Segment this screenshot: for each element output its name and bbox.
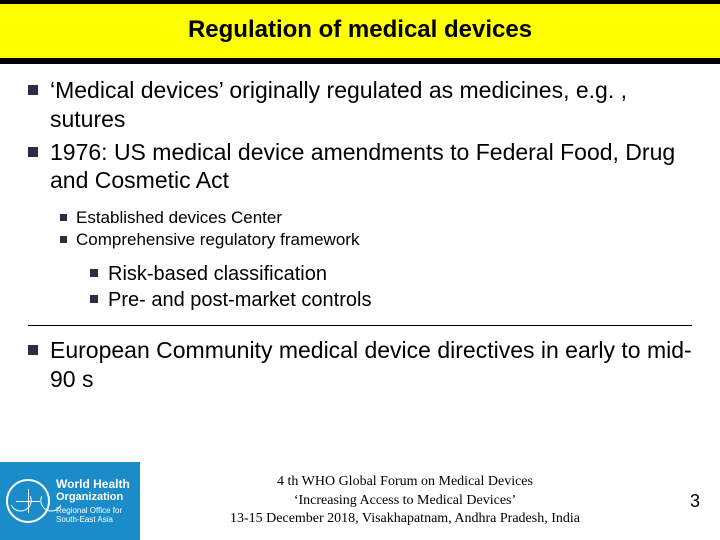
- logo-line1: World Health: [56, 478, 140, 492]
- page-number: 3: [670, 491, 720, 512]
- slide-title: Regulation of medical devices: [0, 16, 720, 44]
- footer-line3: 13-15 December 2018, Visakhapatnam, Andh…: [150, 510, 660, 529]
- bullet-item: Risk-based classification: [90, 261, 692, 287]
- bullet-list-level1: ‘Medical devices’ originally regulated a…: [28, 76, 692, 195]
- bullet-item: Pre- and post-market controls: [90, 287, 692, 313]
- bullet-item: European Community medical device direct…: [28, 336, 692, 394]
- who-logo: World Health Organization Regional Offic…: [0, 462, 140, 540]
- separator-line: [28, 325, 692, 326]
- logo-line2: Organization: [56, 491, 140, 504]
- footer-line2: ‘Increasing Access to Medical Devices’: [150, 492, 660, 511]
- footer-center-text: 4 th WHO Global Forum on Medical Devices…: [140, 473, 670, 530]
- bullet-list-level3: Risk-based classification Pre- and post-…: [90, 261, 692, 313]
- slide-footer: World Health Organization Regional Offic…: [0, 462, 720, 540]
- bullet-list-level2: Established devices Center Comprehensive…: [60, 207, 692, 251]
- footer-line1: 4 th WHO Global Forum on Medical Devices: [150, 473, 660, 492]
- bullet-item: 1976: US medical device amendments to Fe…: [28, 138, 692, 196]
- slide-content: ‘Medical devices’ originally regulated a…: [0, 64, 720, 394]
- logo-text: World Health Organization Regional Offic…: [56, 478, 140, 525]
- bullet-item: Comprehensive regulatory framework: [60, 229, 692, 251]
- title-bar: Regulation of medical devices: [0, 4, 720, 58]
- bullet-item: Established devices Center: [60, 207, 692, 229]
- logo-line3: Regional Office for South-East Asia: [56, 506, 140, 524]
- who-emblem-icon: [6, 479, 50, 523]
- bullet-item: ‘Medical devices’ originally regulated a…: [28, 76, 692, 134]
- laurel-icon: [10, 497, 62, 511]
- bullet-list-level1b: European Community medical device direct…: [28, 336, 692, 394]
